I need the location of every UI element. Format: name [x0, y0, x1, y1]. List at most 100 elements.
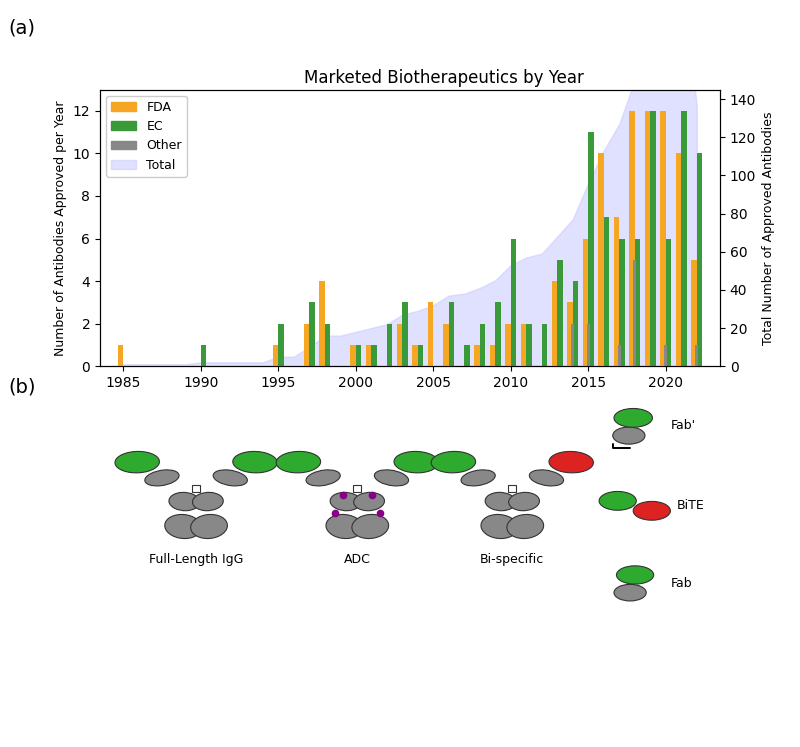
Text: Bi-specific: Bi-specific: [480, 553, 545, 565]
Text: Fab': Fab': [670, 419, 695, 432]
Ellipse shape: [326, 515, 362, 539]
Bar: [474, 345, 480, 366]
Bar: [645, 111, 650, 366]
Bar: [402, 303, 408, 366]
Bar: [510, 238, 516, 366]
Bar: [325, 323, 330, 366]
Bar: [273, 345, 278, 366]
Bar: [598, 153, 604, 366]
Bar: [506, 323, 510, 366]
Bar: [464, 345, 470, 366]
Text: (b): (b): [8, 377, 35, 396]
Bar: [201, 345, 206, 366]
Y-axis label: Number of Antibodies Approved per Year: Number of Antibodies Approved per Year: [54, 100, 67, 356]
Bar: [660, 111, 666, 366]
Bar: [490, 345, 495, 366]
Bar: [350, 345, 356, 366]
Ellipse shape: [394, 451, 438, 473]
Bar: [443, 323, 449, 366]
Ellipse shape: [481, 515, 518, 539]
Bar: [558, 260, 562, 366]
Ellipse shape: [169, 492, 200, 511]
Bar: [586, 323, 590, 366]
Bar: [526, 323, 532, 366]
Bar: [682, 111, 686, 366]
Bar: [542, 323, 547, 366]
Bar: [509, 486, 516, 492]
Bar: [618, 345, 621, 366]
Legend: FDA, EC, Other, Total: FDA, EC, Other, Total: [106, 96, 186, 176]
Text: BiTE: BiTE: [677, 499, 704, 512]
Ellipse shape: [617, 565, 654, 584]
Bar: [371, 345, 377, 366]
Ellipse shape: [213, 470, 247, 486]
Bar: [428, 303, 434, 366]
Bar: [573, 281, 578, 366]
Bar: [666, 238, 671, 366]
Ellipse shape: [145, 470, 179, 486]
Bar: [386, 323, 392, 366]
Bar: [366, 345, 371, 366]
Bar: [552, 281, 558, 366]
Ellipse shape: [549, 451, 594, 473]
Bar: [397, 323, 402, 366]
Bar: [630, 111, 634, 366]
Ellipse shape: [634, 501, 670, 520]
Bar: [412, 345, 418, 366]
Text: (a): (a): [8, 19, 35, 37]
Bar: [650, 111, 656, 366]
Bar: [356, 345, 361, 366]
Bar: [614, 217, 619, 366]
Bar: [697, 153, 702, 366]
Bar: [633, 260, 636, 366]
Ellipse shape: [352, 515, 389, 539]
Ellipse shape: [193, 492, 223, 511]
Bar: [449, 303, 454, 366]
Ellipse shape: [485, 492, 516, 511]
Bar: [664, 345, 667, 366]
Bar: [192, 486, 200, 492]
Bar: [583, 238, 588, 366]
Text: Marketed Biotherapeutics by Year: Marketed Biotherapeutics by Year: [304, 69, 584, 87]
Bar: [604, 217, 609, 366]
Bar: [691, 260, 697, 366]
Text: Fab: Fab: [670, 577, 692, 589]
Bar: [304, 323, 310, 366]
Bar: [634, 238, 640, 366]
Bar: [588, 132, 594, 366]
Bar: [676, 153, 682, 366]
Ellipse shape: [276, 451, 321, 473]
Bar: [619, 238, 625, 366]
Bar: [354, 486, 361, 492]
Ellipse shape: [306, 470, 340, 486]
Bar: [567, 303, 573, 366]
Ellipse shape: [330, 492, 361, 511]
Text: Full-Length IgG: Full-Length IgG: [149, 553, 243, 565]
Ellipse shape: [461, 470, 495, 486]
Bar: [521, 323, 526, 366]
Ellipse shape: [233, 451, 278, 473]
Y-axis label: Total Number of Approved Antibodies: Total Number of Approved Antibodies: [762, 111, 774, 344]
Bar: [319, 281, 325, 366]
Bar: [118, 345, 123, 366]
Bar: [571, 323, 574, 366]
Bar: [278, 323, 284, 366]
Ellipse shape: [354, 492, 385, 511]
Ellipse shape: [509, 492, 539, 511]
Ellipse shape: [115, 451, 159, 473]
Bar: [480, 323, 485, 366]
Bar: [695, 345, 698, 366]
Ellipse shape: [599, 492, 636, 510]
Ellipse shape: [165, 515, 202, 539]
Ellipse shape: [613, 427, 645, 444]
Ellipse shape: [431, 451, 476, 473]
Bar: [495, 303, 501, 366]
Ellipse shape: [507, 515, 544, 539]
Ellipse shape: [614, 409, 653, 427]
Bar: [310, 303, 314, 366]
Ellipse shape: [614, 584, 646, 601]
Bar: [418, 345, 423, 366]
Text: ADC: ADC: [344, 553, 370, 565]
Ellipse shape: [190, 515, 227, 539]
Ellipse shape: [530, 470, 563, 486]
